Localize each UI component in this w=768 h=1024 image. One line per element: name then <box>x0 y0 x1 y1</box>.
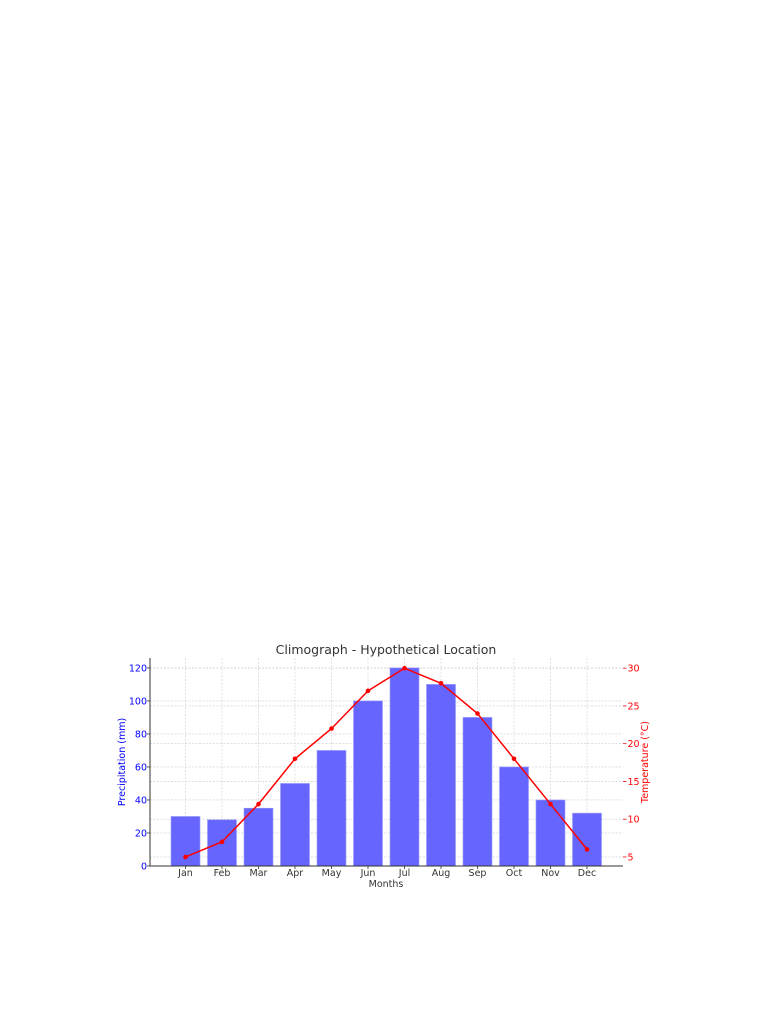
temp-point-apr <box>292 756 298 762</box>
temp-point-feb <box>219 839 225 845</box>
y-right-tick-label: 25 <box>628 701 640 712</box>
x-tick-label: Dec <box>578 868 596 879</box>
precip-bar-jul <box>389 667 420 867</box>
temp-point-jan <box>183 854 188 860</box>
x-tick-label: Feb <box>214 868 231 879</box>
temp-point-oct <box>511 756 517 762</box>
temp-point-nov <box>548 801 553 807</box>
temp-point-dec <box>584 847 590 852</box>
temp-point-may <box>329 726 334 731</box>
y-left-tick-label: 80 <box>135 729 147 740</box>
temp-point-mar <box>256 801 261 807</box>
precip-bar-apr <box>280 783 310 867</box>
y-left-tick-label: 100 <box>129 696 147 707</box>
x-tick-label: Mar <box>250 868 268 879</box>
x-axis-label: Months <box>369 879 404 890</box>
chart-title: Climograph - Hypothetical Location <box>276 642 497 657</box>
x-tick-label: Jan <box>177 868 193 879</box>
x-tick-label: May <box>322 868 342 879</box>
y-right-tick-label: 20 <box>628 739 640 750</box>
temp-point-jul <box>402 665 407 671</box>
x-tick-label: Jun <box>360 868 376 879</box>
temperature-line <box>183 665 590 860</box>
x-tick-label: Aug <box>432 868 451 879</box>
y-right-tick-label: 5 <box>628 852 634 863</box>
precip-bar-aug <box>426 684 456 867</box>
x-tick-label: Jul <box>398 868 410 879</box>
temp-point-sep <box>475 711 480 716</box>
precip-bar-dec <box>572 812 602 867</box>
x-tick-label: Oct <box>506 868 523 879</box>
temp-point-aug <box>438 680 444 686</box>
x-tick-label: Sep <box>469 868 487 879</box>
y-left-tick-label: 40 <box>135 795 147 806</box>
precip-bar-oct <box>499 766 529 867</box>
y-left-tick-label: 20 <box>135 828 147 839</box>
y-axis-right-label: Temperature (°C) <box>640 721 651 804</box>
precip-bar-may <box>316 750 347 867</box>
precip-bar-nov <box>535 799 566 867</box>
y-left-tick-label: 60 <box>135 762 147 773</box>
precip-bar-jun <box>353 700 383 867</box>
y-left-tick-label: 0 <box>141 862 147 873</box>
x-tick-label: Apr <box>287 868 304 879</box>
temp-point-jun <box>365 688 371 694</box>
y-right-tick-label: 30 <box>628 664 640 675</box>
precip-bar-mar <box>243 807 274 867</box>
axes: 0 20 40 60 80 100 120 5 10 15 20 25 30 Jan Feb Mar Apr Ma… <box>129 658 640 879</box>
precip-bar-sep <box>462 717 493 867</box>
y-right-tick-label: 10 <box>628 815 640 826</box>
y-axis-left-label: Precipitation (mm) <box>117 718 128 806</box>
y-right-tick-label: 15 <box>628 777 640 788</box>
precipitation-bars <box>170 667 602 867</box>
x-tick-label: Nov <box>541 868 560 879</box>
y-left-tick-label: 120 <box>129 663 147 674</box>
